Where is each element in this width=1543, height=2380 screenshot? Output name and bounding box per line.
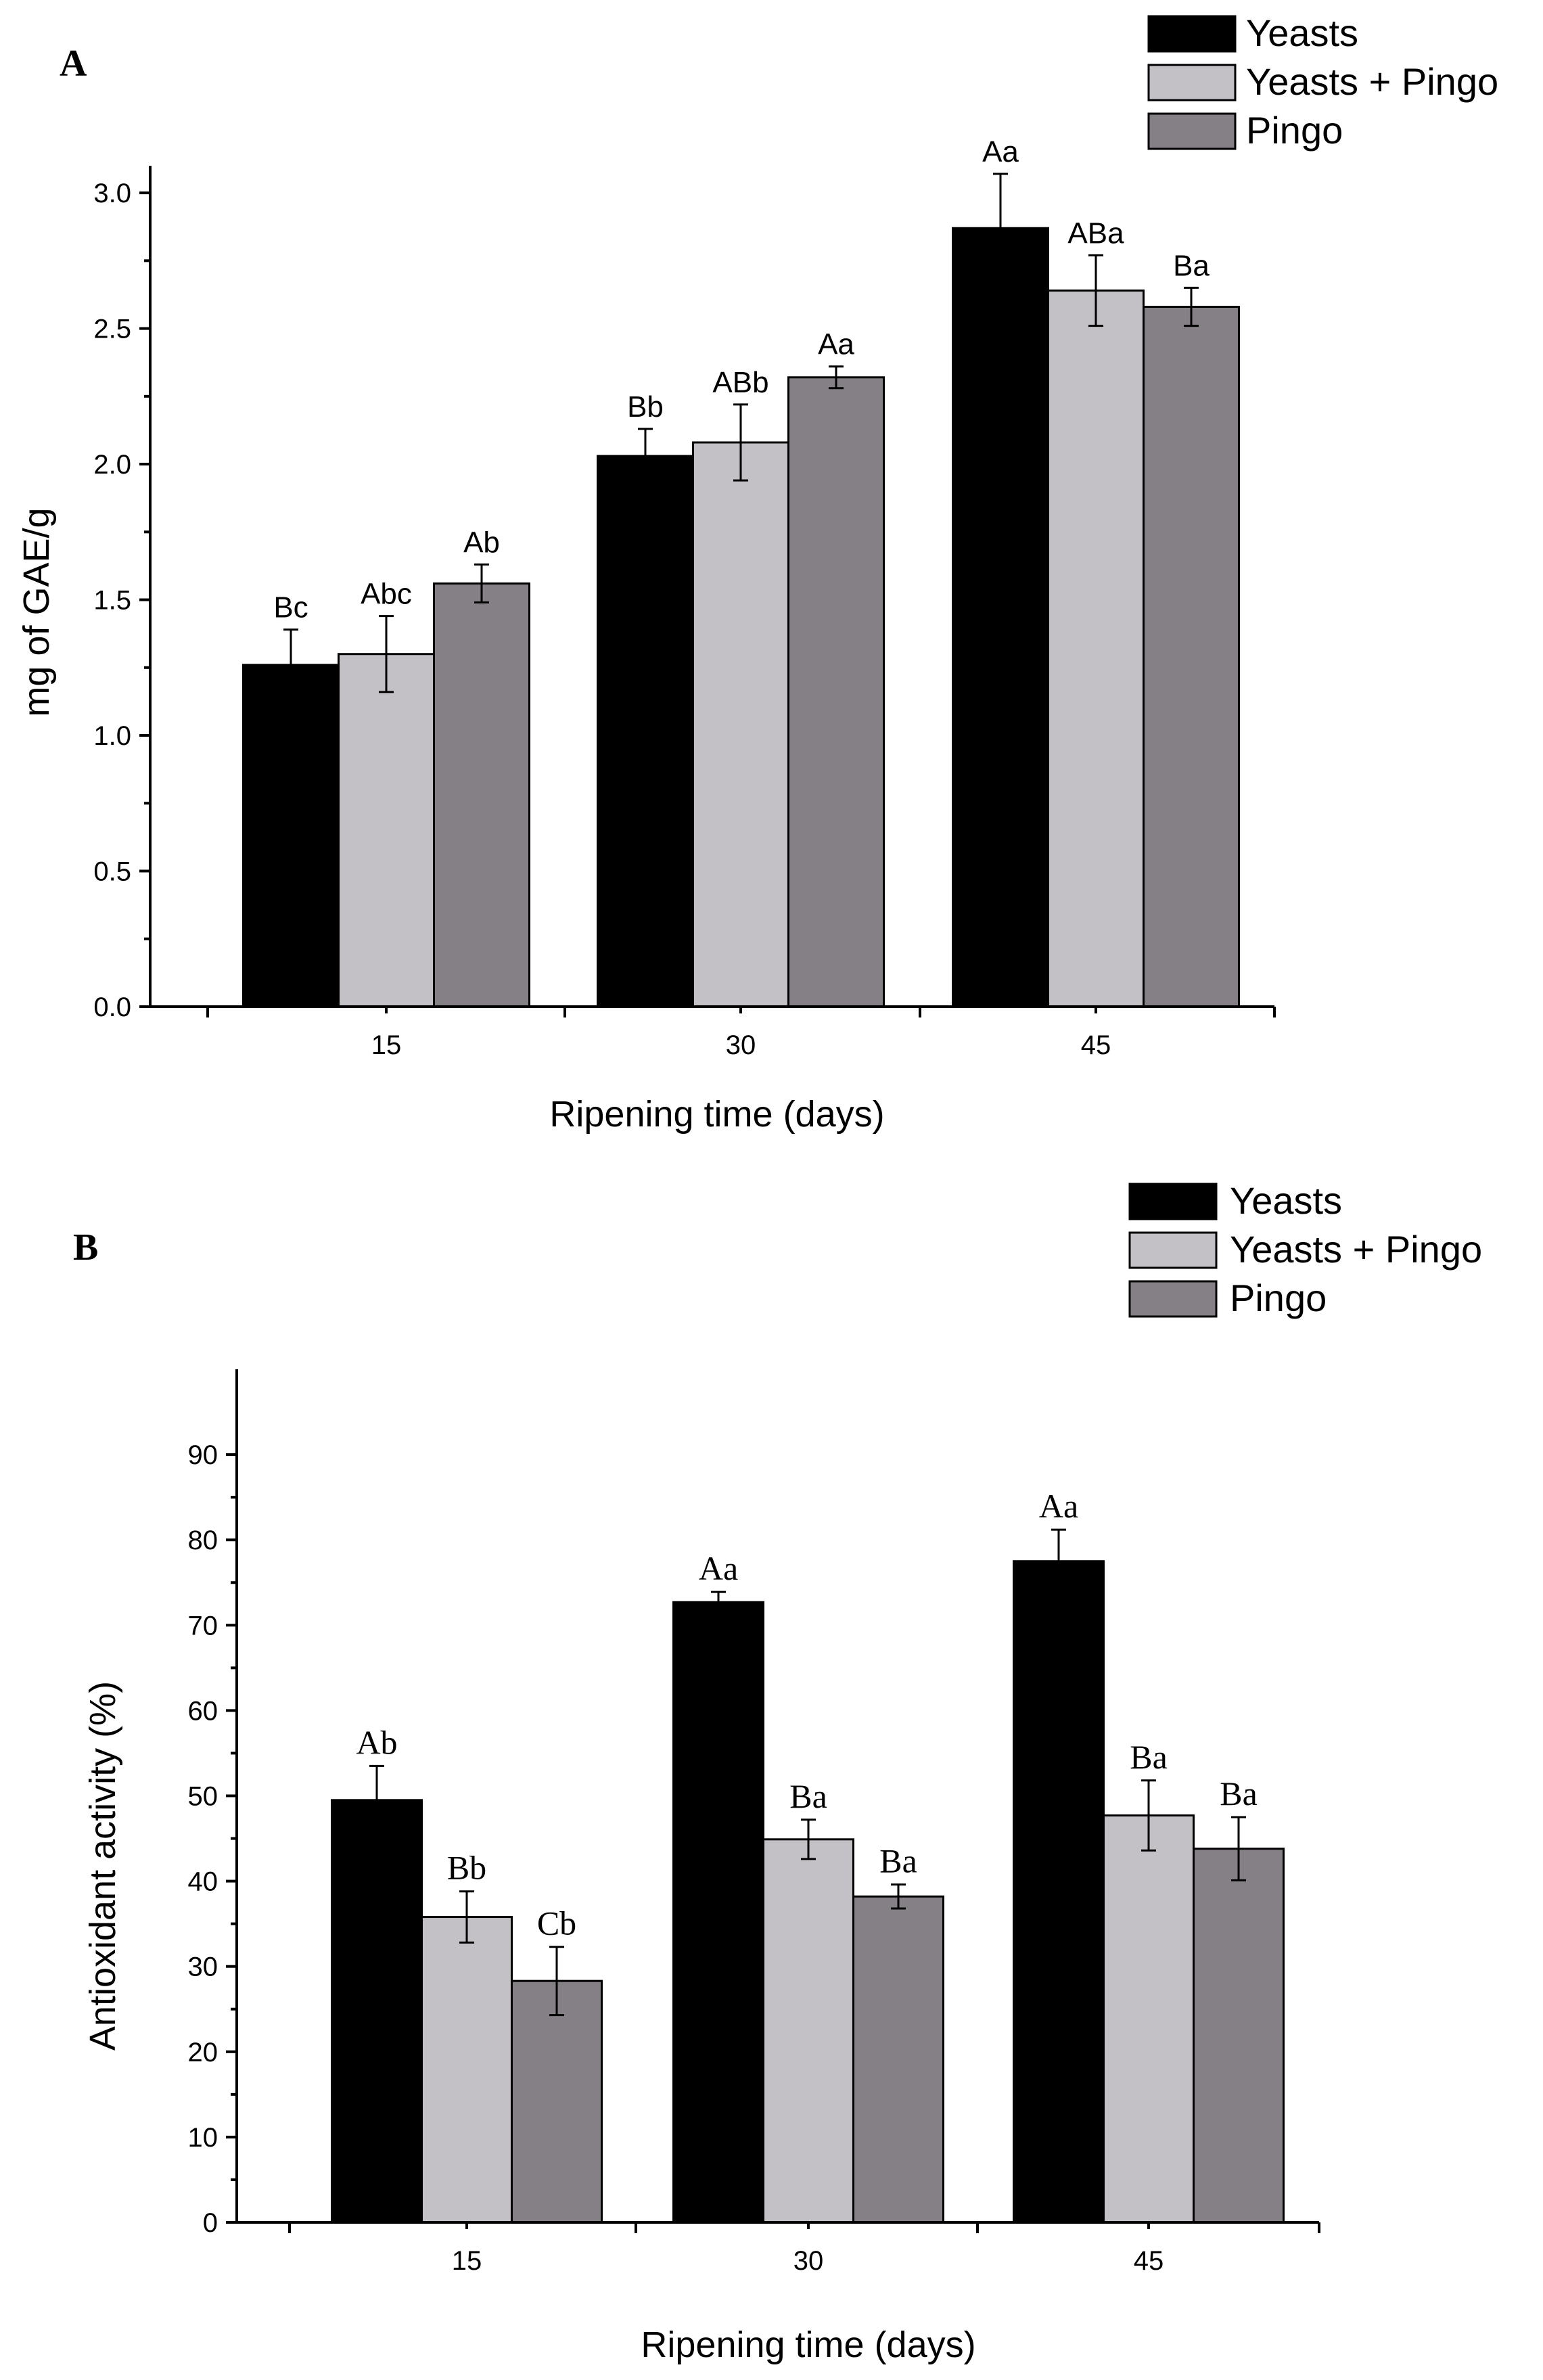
panel-a-chart: A Yeasts Yeasts + Pingo Pingo Bc Bb Aa Abc ABb… [16,12,1498,1135]
panel-a-significance-label: Bc [273,591,308,624]
panel-b-y-tick-label: 60 [188,1696,218,1726]
panel-b-y-tick-label: 20 [188,2038,218,2067]
panel-a-x-tick-label: 45 [1081,1030,1111,1060]
panel-a-x-axis-title: Ripening time (days) [549,1094,884,1135]
panel-a-y-tick-label: 2.0 [93,450,131,480]
panel-a-significance-label: Ba [1173,249,1210,282]
panel-b-bar [672,1601,764,2224]
panel-b-significance-label: Aa [1039,1487,1078,1525]
panel-a-bar [1143,306,1240,1008]
panel-a-legend-label: Yeasts [1246,12,1358,54]
panel-b-bar [331,1799,423,2224]
panel-b-y-tick-label: 40 [188,1867,218,1897]
panel-a-x-tick-label: 30 [726,1030,756,1060]
panel-b-legend-label: Yeasts [1230,1179,1342,1222]
panel-b-x-axis-title: Ripening time (days) [641,2325,975,2365]
panel-a-legend-swatch [1147,15,1237,53]
panel-b-legend-label: Yeasts + Pingo [1230,1228,1482,1271]
panel-a-significance-label: Abc [361,578,412,611]
panel-b-x-tick-label: 15 [452,2246,482,2276]
panel-b-y-tick-label: 30 [188,1952,218,1982]
panel-b-significance-label: Ba [789,1777,827,1815]
panel-a-significance-label: Bb [627,390,664,424]
panel-a-bar [952,227,1049,1008]
panel-b-y-axis-title: Antioxidant activity (%) [83,1681,123,2051]
panel-b-bar [852,1895,944,2224]
panel-b-legend-label: Pingo [1230,1277,1327,1319]
panel-b-significance-label: Ba [879,1842,917,1880]
panel-b-bar [1193,1848,1285,2224]
panel-a-legend-label: Yeasts + Pingo [1246,60,1498,103]
panel-a-bar [242,664,340,1008]
panel-b-axes: 0 10 20 30 40 50 60 70 80 90 15 30 45 [188,1369,1320,2276]
panel-a-bar [338,653,435,1008]
panel-a-significance-label: ABb [712,366,768,399]
panel-a-bar [433,582,530,1008]
panel-a-y-tick-label: 2.5 [93,315,131,344]
panel-a-significance-label: Aa [818,328,854,361]
panel-b-legend-swatch [1128,1231,1218,1269]
panel-b-bar [1013,1560,1105,2224]
panel-a-label: A [60,43,87,85]
panel-b-x-tick-label: 45 [1134,2246,1164,2276]
panel-b-legend-swatch [1128,1280,1218,1318]
panel-b-bar [1103,1814,1195,2224]
panel-a-legend: Yeasts Yeasts + Pingo Pingo [1147,12,1498,152]
panel-a-bar [692,441,789,1008]
panel-b-bar [421,1916,513,2224]
panel-a-bar [597,455,694,1008]
panel-b-chart: B Yeasts Yeasts + Pingo Pingo Ab Aa Aa Bb Ba Ba… [73,1179,1482,2365]
panel-a-axes: 0.0 0.5 1.0 1.5 2.0 2.5 3.0 15 30 45 [93,166,1276,1060]
panel-a-y-axis-title: mg of GAE/g [16,507,57,716]
panel-b-significance-label: Ba [1220,1775,1258,1812]
panel-a-y-tick-label: 0.5 [93,857,131,887]
panel-a-legend-swatch [1147,64,1237,101]
panel-b-x-tick-label: 30 [793,2246,824,2276]
panel-b-significance-label: Cb [537,1904,576,1942]
panel-a-legend-swatch [1147,112,1237,150]
panel-b-legend: Yeasts Yeasts + Pingo Pingo [1128,1179,1482,1319]
panel-b-y-tick-label: 50 [188,1782,218,1812]
panel-b-label: B [73,1227,98,1268]
panel-b-y-tick-label: 90 [188,1440,218,1470]
panel-b-bar [511,1979,603,2224]
panel-a-bars: Bc Bb Aa Abc ABb ABa Ab Aa Ba [242,135,1240,1008]
panel-a-bar [787,376,885,1008]
panel-a-y-tick-label: 0.0 [93,992,131,1022]
panel-b-significance-label: Aa [699,1549,738,1587]
panel-a-y-tick-label: 1.0 [93,721,131,751]
panel-b-y-tick-label: 80 [188,1526,218,1555]
panel-b-significance-label: Ba [1130,1738,1168,1776]
panel-a-x-tick-label: 15 [371,1030,402,1060]
panel-a-y-tick-label: 3.0 [93,179,131,208]
panel-b-y-tick-label: 0 [203,2208,218,2238]
panel-a-bar [1047,289,1145,1008]
panel-b-bars: Ab Aa Aa Bb Ba Ba Cb Ba Ba [331,1487,1285,2224]
panel-a-significance-label: Ab [463,526,500,559]
panel-b-bar [762,1838,854,2224]
panel-b-significance-label: Ab [356,1723,397,1761]
panel-b-significance-label: Bb [447,1849,486,1887]
panel-a-y-tick-label: 1.5 [93,586,131,616]
panel-b-legend-swatch [1128,1183,1218,1220]
panel-b-y-tick-label: 70 [188,1611,218,1641]
panel-b-y-tick-label: 10 [188,2123,218,2153]
panel-a-legend-label: Pingo [1246,109,1343,152]
panel-a-significance-label: ABa [1067,216,1124,250]
panel-a-significance-label: Aa [982,135,1019,168]
